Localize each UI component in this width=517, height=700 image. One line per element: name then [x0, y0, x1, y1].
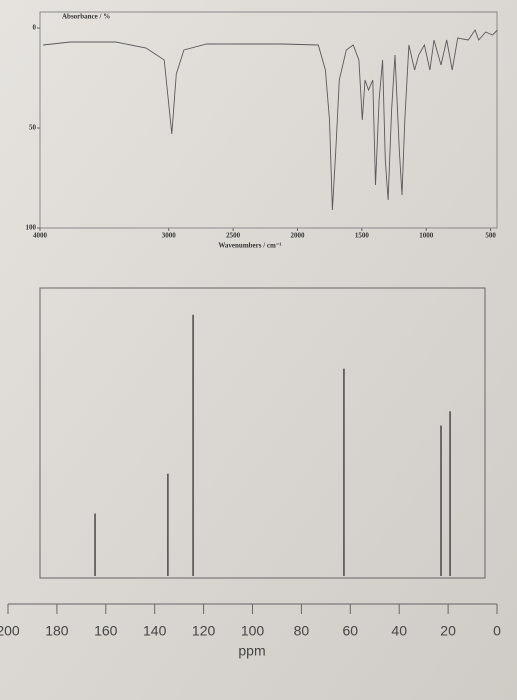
x-tick-label: 2500 — [226, 232, 241, 240]
spectrum-line — [43, 29, 498, 211]
plot-frame — [39, 11, 498, 229]
x-tick-label: 3000 — [162, 232, 177, 240]
y-tick-label: 50 — [29, 124, 37, 132]
x-tick-label: 80 — [294, 623, 310, 639]
x-tick-label: 1000 — [419, 232, 434, 240]
x-tick-label: 160 — [94, 623, 118, 639]
y-tick-label: 0 — [33, 24, 37, 32]
x-tick-label: 20 — [440, 623, 456, 639]
x-tick-label: 2000 — [290, 232, 305, 240]
x-axis-label: ppm — [238, 643, 265, 659]
x-tick-label: 0 — [493, 623, 501, 639]
x-tick-label: 200 — [0, 623, 20, 639]
x-tick-label: 500 — [485, 232, 496, 240]
ir-spectrum: Absorbance / % Wavenumbers / cm⁻¹ 4000 30… — [26, 11, 498, 250]
x-tick-label: 140 — [143, 623, 167, 639]
x-axis-label: Wavenumbers / cm⁻¹ — [218, 242, 281, 250]
x-tick-label: 100 — [241, 623, 265, 639]
x-tick-label: 40 — [391, 623, 407, 639]
y-tick-label: 100 — [26, 224, 37, 232]
x-tick-label: 4000 — [33, 232, 48, 240]
nmr-spectrum: ppm 200 180 160 140 120 100 80 60 40 20 0 — [0, 287, 501, 659]
x-tick-label: 60 — [343, 623, 359, 639]
x-tick-label: 120 — [192, 623, 216, 639]
x-tick-label: 1500 — [355, 232, 370, 240]
x-tick-label: 180 — [45, 623, 69, 639]
plot-frame — [39, 287, 486, 579]
y-axis-label: Absorbance / % — [62, 13, 110, 21]
